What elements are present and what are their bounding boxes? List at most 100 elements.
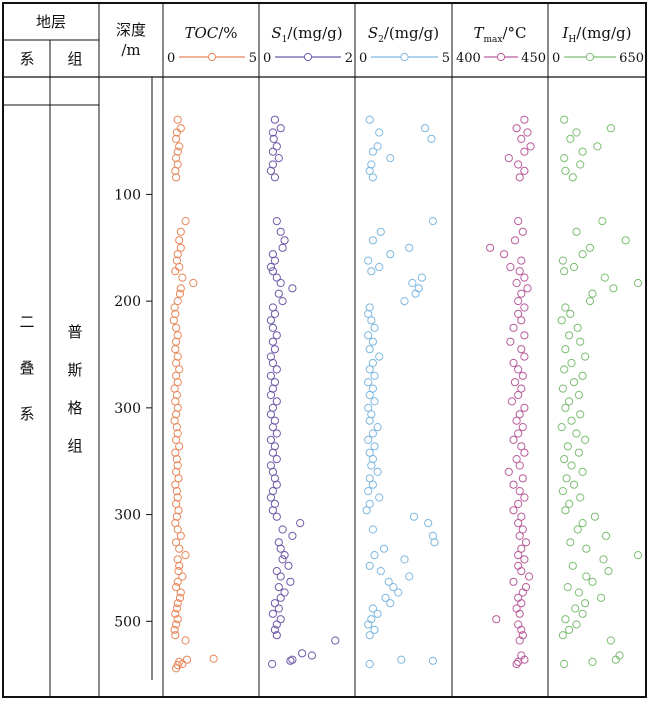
data-point-ih (576, 337, 585, 346)
data-point-tmax (520, 493, 529, 502)
data-point-s1 (272, 273, 281, 282)
data-point-ih (574, 588, 584, 597)
data-point-tmax (509, 480, 518, 489)
data-point-toc (172, 583, 181, 592)
data-point-toc (172, 487, 181, 496)
data-point-s1 (288, 531, 297, 541)
data-point-s2 (427, 134, 436, 143)
data-point-tmax (521, 538, 531, 547)
data-point-tmax (515, 461, 524, 470)
data-point-ih (558, 384, 568, 393)
data-point-ih (611, 655, 620, 664)
data-point-tmax (515, 267, 524, 276)
data-point-tmax (520, 555, 529, 564)
data-point-toc (175, 442, 184, 451)
track-legend-marker-ih (585, 52, 595, 62)
data-point-s2 (424, 519, 433, 528)
data-point-ih (633, 278, 643, 288)
data-point-s1 (268, 147, 277, 156)
data-point-tmax (517, 567, 526, 576)
data-point-s2 (365, 448, 374, 457)
data-point-tmax (512, 455, 521, 464)
data-point-s2 (379, 544, 389, 553)
track-title-s1: S1/(mg/g) (271, 24, 342, 45)
data-point-s2 (365, 631, 374, 640)
data-point-ih (582, 544, 591, 553)
data-point-tmax (517, 599, 526, 608)
data-point-s2 (376, 567, 385, 576)
data-point-s1 (268, 358, 277, 368)
data-point-s2 (365, 659, 374, 669)
data-point-tmax (517, 625, 526, 634)
data-point-toc (181, 551, 190, 560)
data-point-toc (173, 461, 182, 470)
data-point-toc (175, 365, 184, 374)
data-point-tmax (500, 250, 509, 259)
data-point-ih (560, 115, 569, 124)
data-point-s1 (280, 551, 289, 560)
data-point-s1 (266, 371, 275, 380)
track-title-tmax: Tmax/°C (473, 24, 526, 45)
data-point-tmax (515, 609, 524, 618)
data-point-s1 (268, 448, 277, 457)
track-legend-marker-s2 (400, 52, 409, 62)
data-point-s2 (428, 531, 437, 541)
data-point-s1 (278, 555, 287, 564)
data-point-tmax (512, 416, 521, 425)
data-point-toc (170, 625, 179, 634)
data-point-tmax (492, 615, 501, 624)
data-point-tmax (514, 160, 523, 169)
data-point-s2 (362, 506, 371, 515)
data-point-s1 (278, 525, 287, 534)
data-point-tmax (517, 134, 526, 143)
data-point-tmax (515, 636, 524, 645)
data-point-ih (562, 474, 571, 483)
data-point-s2 (375, 352, 384, 361)
data-point-s1 (274, 583, 283, 592)
data-point-tmax (518, 588, 527, 597)
data-point-ih (578, 467, 587, 476)
data-point-toc (172, 173, 181, 182)
data-point-toc (173, 147, 182, 156)
data-point-s2 (365, 115, 374, 124)
data-point-tmax (523, 284, 532, 293)
data-point-s2 (428, 656, 437, 665)
data-point-s1 (272, 480, 281, 489)
data-point-toc (172, 371, 181, 380)
data-point-s2 (365, 303, 374, 312)
data-point-toc (169, 316, 178, 325)
data-point-s1 (280, 588, 289, 597)
data-point-ih (588, 289, 597, 298)
data-point-s2 (368, 480, 377, 489)
data-point-s1 (268, 423, 277, 432)
data-point-tmax (523, 128, 532, 137)
data-point-tmax (525, 572, 534, 581)
data-point-s1 (266, 493, 275, 502)
data-point-ih (578, 250, 587, 259)
data-point-tmax (517, 384, 526, 393)
data-point-s2 (364, 487, 373, 496)
data-point-s2 (364, 403, 373, 412)
data-point-s1 (288, 284, 297, 293)
data-point-s1 (268, 659, 277, 669)
data-point-tmax (507, 397, 516, 406)
data-point-toc (173, 525, 182, 534)
data-point-toc (172, 154, 181, 163)
data-point-s1 (266, 166, 275, 175)
depth-header-line2: /m (121, 41, 140, 59)
data-point-s2 (368, 173, 377, 182)
data-point-tmax (512, 278, 521, 288)
data-point-toc (175, 544, 184, 553)
data-point-toc (172, 323, 181, 332)
data-point-tmax (510, 236, 520, 245)
track-max-label-s2: 5 (442, 51, 450, 66)
strata-header: 地层 (36, 13, 66, 31)
data-point-ih (569, 480, 579, 489)
data-point-toc (171, 609, 180, 618)
data-point-s2 (364, 256, 373, 265)
data-point-s2 (370, 551, 379, 560)
data-point-ih (558, 631, 568, 640)
data-point-ih (560, 154, 569, 163)
data-point-s2 (364, 331, 373, 340)
